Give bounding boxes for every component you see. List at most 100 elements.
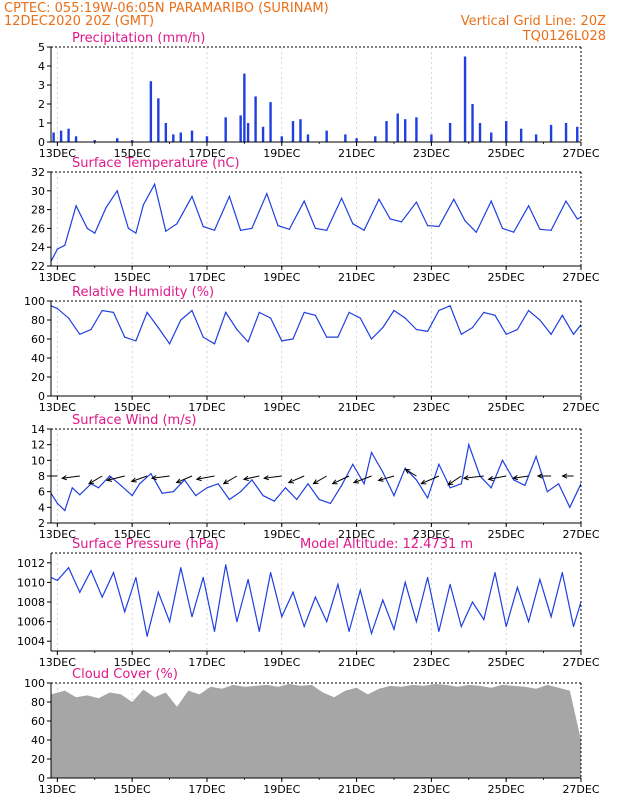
temp-xtick-label-1: 15DEC — [114, 271, 151, 284]
wind-point-22 — [273, 500, 275, 502]
wind-arrow-shaft-19 — [463, 475, 484, 479]
temp-line — [51, 182, 581, 262]
pres-point-23 — [303, 625, 305, 628]
rh-point-19 — [258, 311, 260, 313]
temp-point-44 — [565, 200, 567, 202]
wind-arrow-22 — [536, 473, 552, 479]
cloud-ytick-label-1: 20 — [31, 753, 45, 766]
precip-xtick-label-7: 27DEC — [562, 147, 599, 160]
wind-ytick-label-2: 6 — [38, 486, 45, 499]
wind-title: Surface Wind (m/s) — [72, 413, 196, 428]
cloud-ytick-label-5: 100 — [24, 677, 45, 690]
rh-point-26 — [337, 336, 339, 338]
temp-xtick-label-7: 27DEC — [562, 271, 599, 284]
wind-ytick-label-6: 14 — [31, 423, 45, 436]
temp-point-22 — [288, 228, 290, 230]
pres-point-42 — [516, 586, 519, 588]
wind-xtick-label-2: 17DEC — [188, 528, 225, 541]
temp-point-19 — [251, 227, 253, 229]
wind-point-29 — [352, 463, 354, 465]
wind-point-35 — [415, 479, 417, 481]
wind-arrow-11 — [287, 475, 305, 484]
rh-point-38 — [471, 327, 474, 329]
precip-xtick-label-0: 13DEC — [39, 147, 76, 160]
rh-point-16 — [225, 311, 227, 313]
precip-bar-36 — [471, 104, 474, 142]
wind-point-47 — [546, 491, 548, 493]
wind-point-32 — [382, 471, 384, 473]
temp-point-45 — [576, 218, 578, 220]
rh-point-41 — [505, 333, 507, 335]
temp-plot-area — [51, 172, 581, 266]
wind-arrow-head-20 — [487, 475, 494, 482]
temp-xtick-label-2: 17DEC — [188, 271, 225, 284]
wind-point-26 — [318, 498, 320, 501]
wind-arrow-head-22 — [536, 473, 543, 479]
wind-point-28 — [341, 484, 343, 486]
temp-point-34 — [438, 225, 440, 228]
rh-point-4 — [90, 328, 92, 331]
rh-xtick-label-1: 15DEC — [114, 401, 151, 414]
temp-point-11 — [154, 183, 156, 185]
cloud-xtick-label-5: 23DEC — [413, 783, 450, 796]
rh-xtick-label-2: 17DEC — [188, 401, 225, 414]
wind-ytick-label-5: 12 — [31, 439, 45, 452]
pres-ytick-label-0: 1004 — [17, 635, 45, 648]
precip-bar-0 — [52, 132, 55, 142]
precip-bar-41 — [534, 134, 538, 142]
temp-point-43 — [550, 229, 552, 231]
temp-point-8 — [127, 227, 129, 229]
pres-point-12 — [180, 567, 182, 569]
cloud-xtick-label-1: 15DEC — [114, 783, 151, 796]
pres-point-45 — [550, 616, 552, 618]
precip-bar-24 — [306, 134, 310, 142]
precip-bar-12 — [190, 130, 194, 142]
wind-arrow-shaft-14 — [353, 475, 372, 484]
wind-arrow-head-1 — [61, 475, 68, 481]
temp-ytick-label-0: 22 — [31, 260, 45, 273]
rh-point-46 — [561, 314, 563, 316]
wind-arrow-shaft-9 — [243, 475, 260, 480]
temp-title: Surface Temperature (nC) — [72, 156, 240, 171]
precip-ytick-label-2: 2 — [38, 98, 45, 111]
wind-arrow-head-8 — [222, 479, 229, 485]
temp-point-39 — [501, 227, 504, 229]
wind-point-15 — [195, 495, 197, 497]
wind-arrow-0 — [51, 475, 58, 477]
wind-point-39 — [460, 483, 462, 485]
wind-arrow-head-11 — [287, 478, 294, 484]
precip-bar-39 — [504, 121, 508, 142]
temp-xtick-label-5: 23DEC — [413, 271, 450, 284]
wind-arrow-head-17 — [420, 479, 427, 485]
temp-point-12 — [165, 230, 167, 232]
temp-xtick-label-4: 21DEC — [338, 271, 375, 284]
rh-point-8 — [135, 340, 137, 342]
wind-point-36 — [427, 497, 429, 499]
precip-bar-27 — [355, 138, 358, 142]
wind-point-16 — [206, 487, 208, 489]
rh-point-21 — [281, 340, 283, 342]
wind-xtick-label-7: 27DEC — [562, 528, 599, 541]
wind-arrow-5 — [150, 475, 170, 481]
rh-point-32 — [404, 317, 406, 319]
header-station: CPTEC: 055:19W-06:05N PARAMARIBO (SURINA… — [4, 1, 329, 16]
cloud-xtick-label-3: 19DEC — [263, 783, 300, 796]
wind-arrow-3 — [105, 475, 125, 482]
temp-ytick-label-1: 24 — [31, 241, 45, 254]
precip-xtick-label-6: 25DEC — [488, 147, 525, 160]
temp-point-30 — [389, 218, 391, 220]
rh-ytick-label-3: 60 — [31, 333, 45, 346]
precip-bar-31 — [404, 119, 407, 142]
rh-ytick-label-1: 20 — [31, 371, 45, 384]
wind-xtick-label-6: 25DEC — [488, 528, 525, 541]
temp-point-40 — [513, 231, 515, 233]
rh-point-40 — [494, 314, 496, 316]
pres-point-19 — [258, 630, 260, 633]
temp-point-38 — [490, 200, 492, 202]
rh-point-22 — [292, 338, 294, 340]
wind-arrow-shaft-1 — [62, 475, 80, 479]
precip-bar-11 — [179, 132, 182, 142]
pres-point-34 — [427, 576, 429, 579]
precip-ytick-label-1: 1 — [38, 117, 45, 130]
temp-point-21 — [277, 225, 279, 227]
